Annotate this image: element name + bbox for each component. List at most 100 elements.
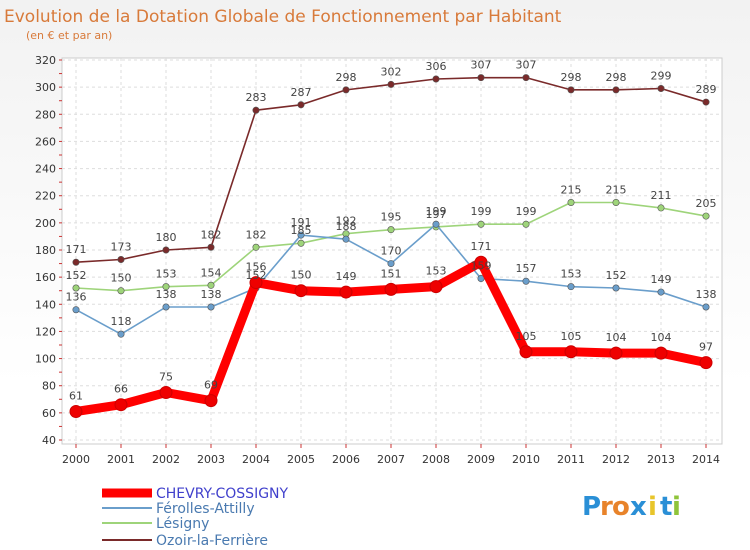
series-3-point (432, 75, 440, 83)
series-0-point (699, 356, 713, 370)
series-0-label: 75 (159, 371, 173, 384)
x-tick-label: 2003 (197, 453, 225, 466)
x-tick-label: 2001 (107, 453, 135, 466)
series-1-point (702, 303, 710, 311)
x-tick-label: 2004 (242, 453, 270, 466)
series-2-point (72, 284, 80, 292)
series-3-point (387, 80, 395, 88)
series-2-point (252, 243, 260, 251)
legend-label-3: Ozoir-la-Ferrière (156, 533, 268, 549)
logo-letter: x (630, 492, 647, 522)
chart-subtitle: (en € et par an) (26, 29, 112, 42)
series-1-point (567, 283, 575, 291)
series-0-label: 69 (204, 379, 218, 392)
x-tick-label: 2008 (422, 453, 450, 466)
series-1-label: 159 (471, 260, 492, 273)
x-tick-label: 2014 (692, 453, 720, 466)
y-tick-label: 260 (35, 135, 56, 148)
series-0-label: 150 (291, 269, 312, 282)
series-2-label: 150 (111, 272, 132, 285)
series-2-point (567, 199, 575, 207)
series-3-label: 289 (696, 83, 717, 96)
series-3-label: 307 (471, 59, 492, 72)
logo-letter: r (600, 492, 613, 522)
series-0-point (429, 280, 443, 294)
series-0-label: 105 (561, 330, 582, 343)
data-labels: 61 66 75 69 156 150 149 151 153 171 105 105 104 104 97… (66, 59, 717, 403)
series-3-label: 287 (291, 86, 312, 99)
y-tick-label: 300 (35, 81, 56, 94)
series-1-label: 118 (111, 315, 132, 328)
proxiti-logo: Pr o x i t i (582, 492, 681, 522)
series-0-label: 151 (381, 267, 402, 280)
legend: CHEVRY-COSSIGNYFérolles-AttillyLésignyOz… (102, 486, 289, 549)
series-2-point (387, 226, 395, 234)
series-0-label: 153 (426, 265, 447, 278)
logo-letter: i (648, 492, 657, 522)
series-3-point (612, 86, 620, 94)
series-1-label: 152 (246, 269, 267, 282)
y-tick-label: 160 (35, 271, 56, 284)
chart-title: Evolution de la Dotation Globale de Fonc… (4, 7, 562, 27)
series-0-point (204, 394, 218, 408)
series-3-label: 182 (201, 228, 222, 241)
logo-letter: i (672, 492, 681, 522)
series-2-label: 152 (66, 269, 87, 282)
series-2-label: 153 (156, 268, 177, 281)
series-1-point (612, 284, 620, 292)
series-2-point (162, 283, 170, 291)
series-2-label: 215 (561, 184, 582, 197)
series-3-label: 283 (246, 91, 267, 104)
series-3-point (657, 85, 665, 93)
legend-label-2: Lésigny (156, 516, 209, 532)
series-0-point (384, 282, 398, 296)
series-0-point (564, 345, 578, 359)
series-2-label: 215 (606, 184, 627, 197)
series-1-label: 157 (516, 262, 537, 275)
series-3-point (567, 86, 575, 94)
series-0-label: 105 (516, 330, 537, 343)
series-2-point (477, 220, 485, 228)
y-tick-label: 60 (42, 407, 56, 420)
series-1-point (522, 277, 530, 285)
series-1-point (72, 306, 80, 314)
series-3-point (342, 86, 350, 94)
series-1-point (387, 260, 395, 268)
x-tick-label: 2012 (602, 453, 630, 466)
logo-letter: o (612, 492, 630, 522)
series-2-label: 199 (516, 205, 537, 218)
series-3-point (162, 246, 170, 254)
series-2-label: 182 (246, 228, 267, 241)
x-tick-label: 2002 (152, 453, 180, 466)
series-0-label: 97 (699, 341, 713, 354)
legend-label-1: Férolles-Attilly (156, 501, 255, 517)
y-tick-label: 240 (35, 163, 56, 176)
series-2-label: 197 (426, 208, 447, 221)
series-0-point (249, 276, 263, 290)
series-3-point (252, 106, 260, 114)
series-1-label: 149 (651, 273, 672, 286)
series-0-point (339, 285, 353, 299)
series-1-label: 138 (156, 288, 177, 301)
series-1-point (342, 235, 350, 243)
series-2-point (702, 212, 710, 220)
y-tick-label: 140 (35, 298, 56, 311)
series-3-point (477, 74, 485, 82)
series-1-label: 153 (561, 268, 582, 281)
series-2-label: 195 (381, 211, 402, 224)
series-2-point (612, 199, 620, 207)
series-0-label: 156 (246, 261, 267, 274)
series-3-label: 298 (336, 71, 357, 84)
plot-area (61, 57, 723, 445)
series-3-label: 171 (66, 243, 87, 256)
series-1-label: 199 (426, 205, 447, 218)
series-2-label: 185 (291, 224, 312, 237)
series-1-point (432, 220, 440, 228)
series-1-point (207, 303, 215, 311)
series-1-point (657, 288, 665, 296)
series-3-point (297, 101, 305, 109)
series-2-point (657, 204, 665, 212)
series-2-point (207, 281, 215, 289)
series-0-point (609, 346, 623, 360)
